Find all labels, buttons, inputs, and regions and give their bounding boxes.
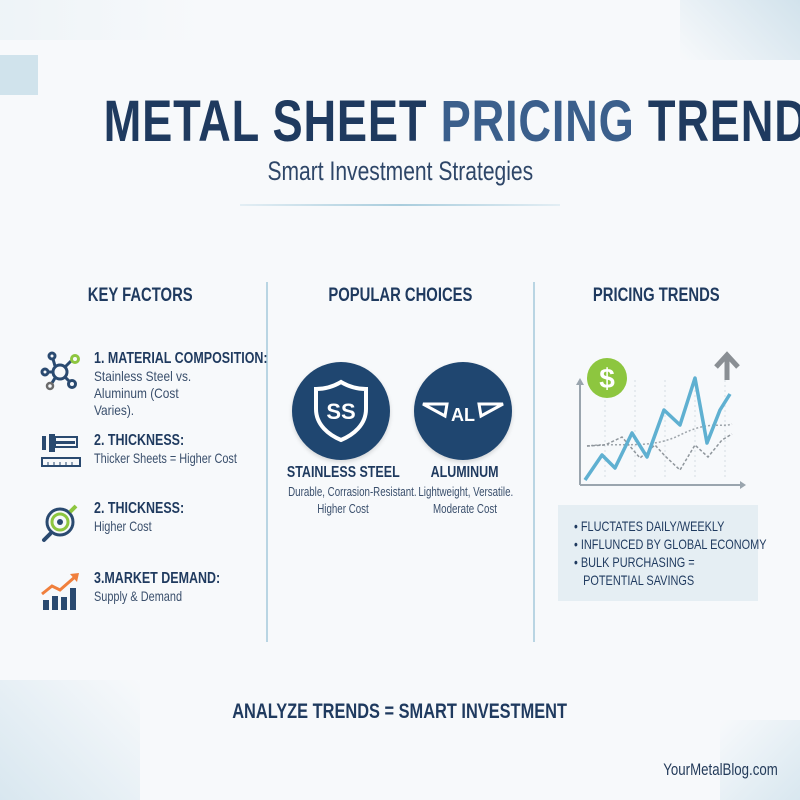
corner-decoration [680,0,800,60]
divider [240,204,560,206]
caliper-ruler-icon [41,434,81,467]
footer-tagline: ANALYZE TRENDS = SMART INVESTMENT [232,700,568,723]
network-nodes-icon [40,351,80,391]
corner-decoration [720,720,800,800]
column-divider [533,282,535,642]
key-factors-heading: KEY FACTORS [87,285,193,306]
pricing-trends-heading: PRICING TRENDS [592,285,720,306]
page-title: METAL SHEET PRICING TRENDS [103,89,800,154]
factor-item: 2. THICKNESS: Higher Cost [40,500,270,544]
page-subtitle: Smart Investment Strategies [267,156,533,186]
ss-badge-text: SS [326,399,355,424]
choice-stainless-steel: STAINLESS STEEL Durable, Corrasion-Resis… [286,464,417,516]
column-divider [266,282,268,642]
corner-decoration [0,0,200,40]
corner-decoration [0,680,140,800]
dollar-icon [587,358,627,398]
trend-chart-illustration: $ [576,351,746,489]
popular-choices-heading: POPULAR CHOICES [327,285,473,306]
dollar-sign: $ [599,363,615,394]
factor-item: 2. THICKNESS: Thicker Sheets = Higher Cos… [40,432,270,476]
site-name: YourMetalBlog.com [663,760,778,779]
choice-aluminum: ALUMINUM Lightweight, Versatile. Moderate… [418,464,514,516]
trend-line-gray [586,433,733,472]
shield-icon: SS [314,379,368,443]
bullet-item: POTENTIAL SAVINGS [583,572,695,588]
wings-icon: AL [422,402,504,425]
aluminum-badge: AL [414,362,512,460]
bar-chart-growth-icon [41,573,79,610]
magnifier-target-icon [42,504,78,542]
factor-item: 1. MATERIAL COMPOSITION: Stainless Steel … [40,350,270,419]
stainless-steel-badge: SS [292,362,390,460]
bullet-item: • INFLUNCED BY GLOBAL ECONOMY [574,536,767,552]
trend-line-blue [583,376,732,481]
pricing-notes-box: • FLUCTATES DAILY/WEEKLY • INFLUNCED BY … [558,505,767,601]
bullet-item: • FLUCTATES DAILY/WEEKLY [574,518,725,534]
corner-decoration [0,55,38,95]
factor-item: 3.MARKET DEMAND: Supply & Demand [40,570,270,614]
trend-line-dotted [586,423,733,447]
arrow-up-icon [714,351,740,380]
bullet-item: • BULK PURCHASING = [574,554,695,570]
al-badge-text: AL [451,405,475,425]
